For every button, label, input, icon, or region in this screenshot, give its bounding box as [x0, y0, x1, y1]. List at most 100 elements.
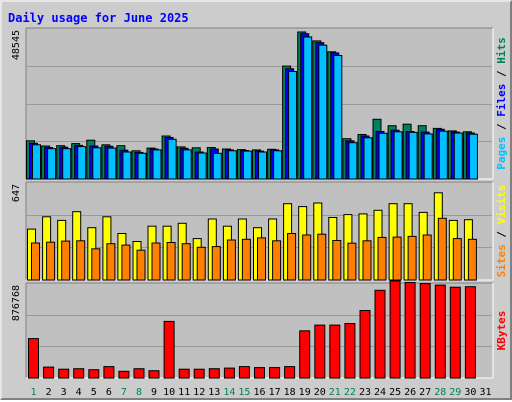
bar-sites-day-6	[106, 243, 116, 281]
bar-kbytes-day-1	[28, 338, 39, 379]
bar-pages-day-1	[32, 144, 41, 180]
bar-pages-day-25	[393, 131, 403, 180]
bar-kbytes-day-21	[329, 324, 341, 379]
legend-separator: /	[495, 64, 508, 84]
panel-visits_sites: 647 Sites / Visits	[11, 181, 508, 281]
x-tick-label-day-21: 21	[329, 387, 341, 398]
x-tick-label-day-30: 30	[464, 387, 476, 398]
x-tick-label-day-13: 13	[208, 387, 220, 398]
x-tick-label-day-20: 20	[314, 387, 326, 398]
legend-hits_files_pages: Pages / Files / Hits	[495, 37, 508, 170]
bar-pages-day-17	[273, 150, 283, 180]
legend-entry-sites: Sites	[495, 244, 508, 277]
x-tick-label-day-22: 22	[344, 387, 356, 398]
bar-kbytes-day-5	[88, 369, 100, 379]
bar-sites-day-19	[302, 234, 312, 281]
bar-kbytes-day-3	[58, 368, 70, 379]
bar-pages-day-26	[408, 131, 418, 180]
x-tick-label-day-29: 29	[449, 387, 461, 398]
bar-kbytes-day-28	[434, 284, 446, 379]
bar-sites-day-2	[46, 241, 56, 281]
bar-sites-day-25	[392, 236, 402, 281]
x-tick-label-day-4: 4	[76, 387, 82, 398]
bar-kbytes-day-29	[449, 286, 461, 379]
bar-kbytes-day-25	[389, 280, 401, 379]
bar-pages-day-5	[92, 147, 102, 180]
x-tick-label-day-12: 12	[193, 387, 205, 398]
legend-visits_sites: Sites / Visits	[495, 185, 508, 278]
bar-pages-day-23	[363, 137, 373, 180]
legend-entry-files: Files	[495, 84, 508, 117]
bar-kbytes-day-22	[344, 323, 356, 379]
x-tick-label-day-7: 7	[121, 387, 127, 398]
bar-pages-day-22	[348, 142, 358, 180]
x-tick-label-day-8: 8	[136, 387, 142, 398]
bar-kbytes-day-7	[118, 370, 130, 379]
bar-sites-day-18	[287, 233, 297, 281]
bar-kbytes-day-30	[464, 286, 476, 379]
bar-pages-day-21	[333, 55, 343, 180]
bar-pages-day-11	[182, 149, 192, 180]
bar-sites-day-4	[76, 240, 86, 281]
bar-sites-day-29	[452, 238, 462, 281]
legend-kbytes: KBytes	[495, 311, 508, 351]
bar-kbytes-day-6	[103, 366, 115, 379]
bar-pages-day-29	[453, 132, 463, 180]
bar-pages-day-28	[438, 130, 448, 180]
bar-sites-day-13	[211, 246, 221, 281]
legend-separator: /	[495, 224, 508, 244]
bar-pages-day-13	[212, 152, 222, 180]
bar-kbytes-day-9	[148, 370, 160, 379]
x-tick-label-day-11: 11	[178, 387, 190, 398]
x-tick-label-day-3: 3	[61, 387, 67, 398]
bar-sites-day-16	[257, 237, 266, 281]
bar-kbytes-day-4	[73, 368, 85, 379]
x-tick-label-day-5: 5	[91, 387, 97, 398]
bar-kbytes-day-26	[404, 282, 416, 379]
x-tick-label-day-27: 27	[419, 387, 431, 398]
x-tick-label-day-14: 14	[223, 387, 235, 398]
bar-pages-day-2	[47, 148, 57, 180]
panel-hits_files_pages: 48545 Pages / Files / Hits	[11, 27, 508, 180]
legend-separator: /	[495, 117, 508, 137]
x-tick-label-day-6: 6	[106, 387, 112, 398]
bar-pages-day-14	[227, 150, 237, 180]
bar-kbytes-day-20	[314, 324, 326, 379]
bar-pages-day-27	[423, 133, 433, 180]
bar-pages-day-7	[122, 151, 132, 180]
bar-pages-day-15	[242, 150, 252, 180]
max-value-label: 48545	[11, 30, 22, 60]
bar-sites-day-1	[31, 242, 40, 281]
bar-sites-day-30	[467, 238, 477, 281]
bar-pages-day-12	[197, 152, 207, 180]
bar-pages-day-16	[258, 151, 267, 180]
bar-sites-day-11	[181, 243, 191, 281]
bar-sites-day-17	[272, 240, 282, 281]
bar-pages-day-6	[107, 147, 117, 180]
bar-pages-day-30	[468, 133, 478, 180]
bar-sites-day-5	[91, 248, 101, 281]
bar-kbytes-day-13	[208, 368, 220, 379]
bar-kbytes-day-16	[254, 367, 265, 379]
bar-kbytes-day-12	[193, 368, 205, 379]
bar-kbytes-day-14	[223, 367, 235, 379]
x-tick-label-day-9: 9	[151, 387, 157, 398]
bar-sites-day-12	[196, 246, 206, 281]
bar-kbytes-day-18	[284, 366, 296, 379]
bar-pages-day-18	[288, 71, 298, 180]
x-tick-label-day-10: 10	[163, 387, 175, 398]
bar-sites-day-8	[136, 249, 146, 281]
bar-pages-day-20	[318, 44, 328, 180]
bar-sites-day-20	[317, 233, 327, 281]
bar-kbytes-day-24	[374, 289, 386, 379]
bar-kbytes-day-15	[238, 366, 250, 379]
bar-sites-day-3	[61, 240, 71, 281]
bar-kbytes-day-17	[269, 367, 281, 379]
bar-sites-day-24	[377, 236, 387, 281]
bar-kbytes-day-23	[359, 310, 371, 379]
max-value-label: 647	[11, 184, 22, 202]
legend-entry-visits: Visits	[495, 185, 508, 225]
bar-kbytes-day-19	[299, 330, 311, 379]
bar-sites-day-28	[437, 217, 447, 281]
